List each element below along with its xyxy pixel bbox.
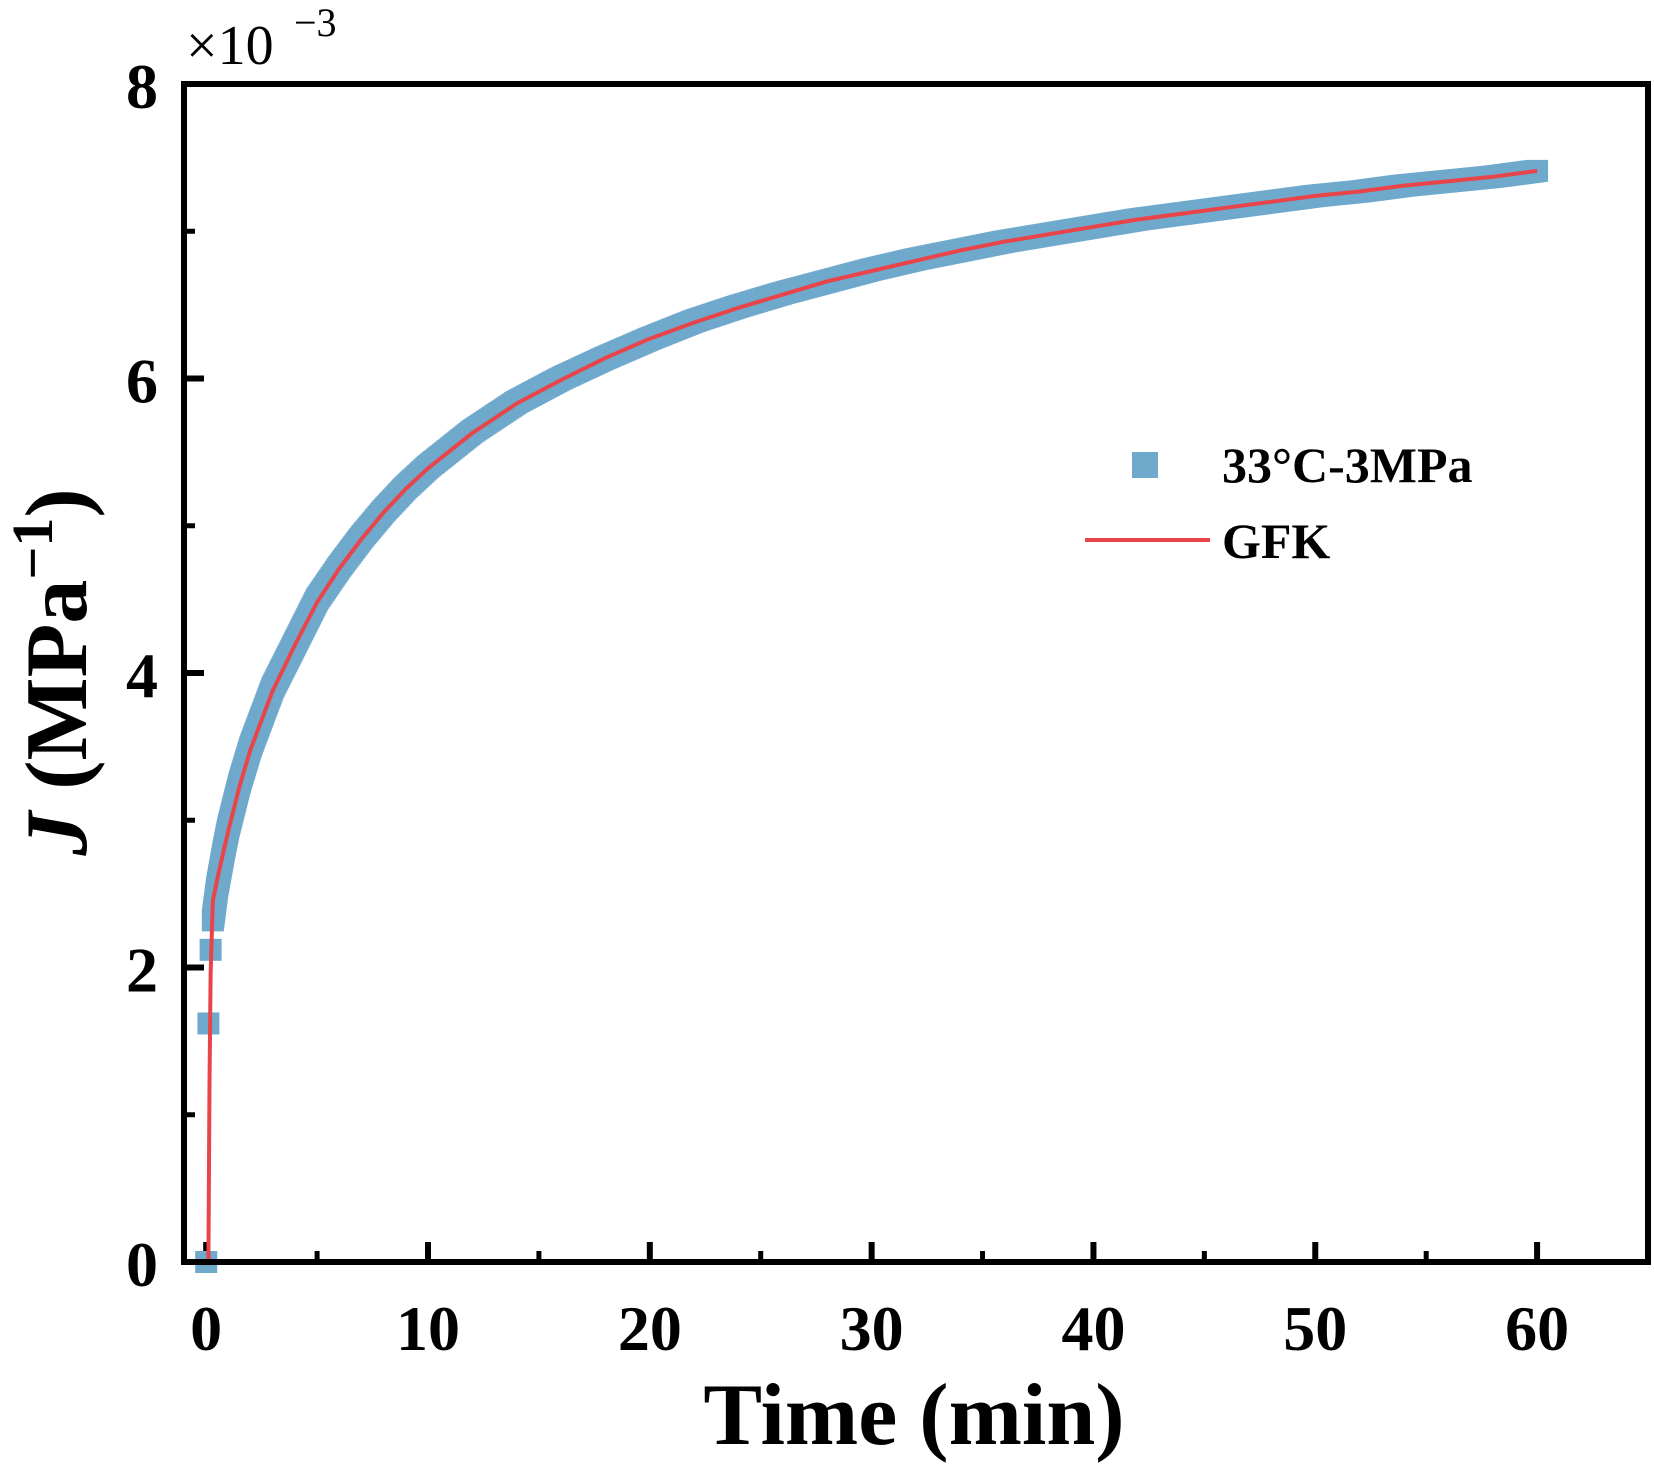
series-line-GFK xyxy=(206,168,1538,1263)
y-multiplier: ×10 −3 xyxy=(186,0,337,77)
plot-frame xyxy=(181,81,1651,1265)
y-multiplier-exponent: −3 xyxy=(294,0,337,45)
series-markers-33C-3MPa xyxy=(195,159,1549,1273)
y-tick-label: 8 xyxy=(126,51,158,122)
y-tick-label: 6 xyxy=(126,346,158,417)
x-tick-label: 0 xyxy=(190,1293,222,1364)
legend-label-data: 33°C-3MPa xyxy=(1222,437,1473,493)
x-tick-label: 50 xyxy=(1283,1293,1347,1364)
legend-label-fit: GFK xyxy=(1222,513,1330,569)
x-tick-label: 20 xyxy=(618,1293,682,1364)
x-tick-label: 30 xyxy=(840,1293,904,1364)
y-axis-close-paren: ) xyxy=(9,488,106,517)
x-tick-label: 40 xyxy=(1061,1293,1125,1364)
x-tick-label: 60 xyxy=(1505,1293,1569,1364)
y-axis-symbol: J xyxy=(9,809,106,857)
y-tick-label: 2 xyxy=(126,935,158,1006)
y-axis-unit: (MPa xyxy=(9,580,106,812)
y-axis-label: J (MPa−1) xyxy=(0,488,106,857)
y-multiplier-base: ×10 xyxy=(186,15,274,77)
legend-marker-data xyxy=(1132,452,1158,478)
series-layer xyxy=(195,159,1549,1273)
legend: 33°C-3MPa GFK xyxy=(1085,437,1473,569)
x-tick-label: 10 xyxy=(396,1293,460,1364)
x-axis-label: Time (min) xyxy=(703,1367,1124,1464)
y-tick-label: 4 xyxy=(126,640,158,711)
y-tick-label: 0 xyxy=(126,1229,158,1300)
axis-tick-labels: 0 10 20 30 40 50 60 0 2 4 6 8 xyxy=(126,51,1569,1364)
y-axis-unit-exponent: −1 xyxy=(0,518,65,580)
